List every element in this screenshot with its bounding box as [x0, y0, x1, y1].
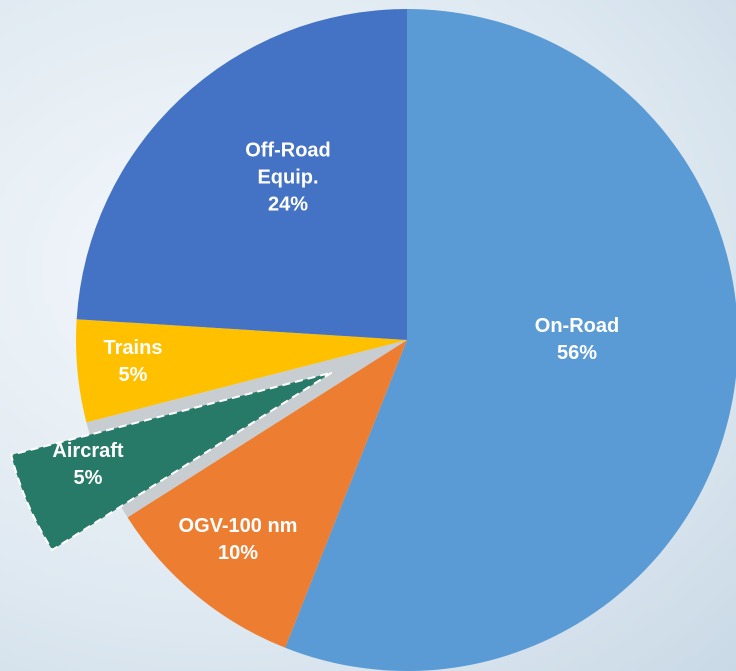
slice-label: On-Road 56% [492, 313, 662, 367]
slice-percent: 10% [217, 542, 259, 564]
pie-slice [76, 9, 408, 340]
slice-name: On-Road [534, 315, 620, 337]
slice-percent: 5% [118, 364, 148, 386]
pie-slice [9, 371, 333, 552]
slice-percent: 24% [267, 193, 309, 216]
slice-name: OGV-100 nm [178, 515, 298, 537]
slice-percent: 56% [556, 342, 598, 364]
slice-name: Aircraft [52, 440, 124, 462]
slice-percent: 5% [73, 467, 103, 489]
slice-name: Off-Road Equip. [245, 139, 331, 189]
slice-label: OGV-100 nm 10% [153, 513, 323, 567]
slice-name: Trains [103, 337, 163, 359]
pie-slice [127, 340, 407, 648]
slice-label: Trains 5% [48, 335, 218, 389]
pie-slice [76, 319, 408, 423]
slice-label: Aircraft 5% [3, 438, 173, 492]
pie-slice [285, 9, 736, 671]
slice-label: Off-Road Equip. 24% [233, 138, 343, 219]
